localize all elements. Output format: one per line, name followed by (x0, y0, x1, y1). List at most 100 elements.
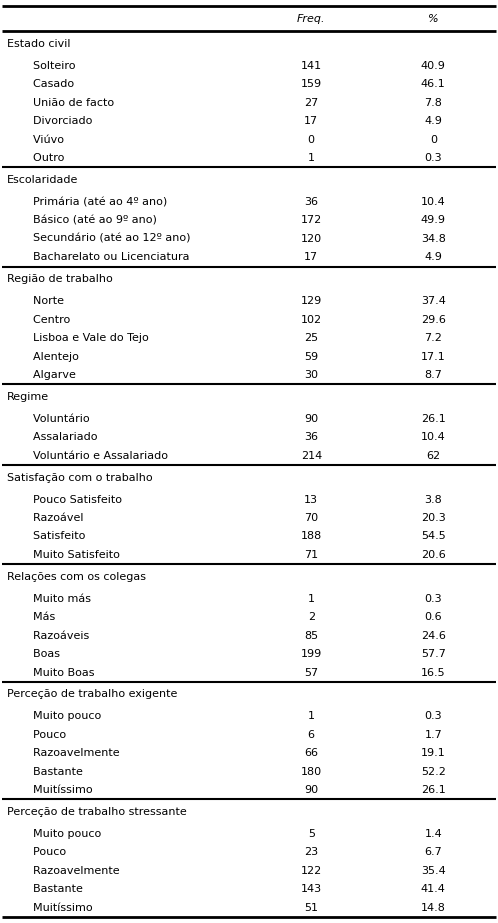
Text: Assalariado: Assalariado (19, 432, 98, 442)
Text: Lisboa e Vale do Tejo: Lisboa e Vale do Tejo (19, 333, 149, 343)
Text: 7.8: 7.8 (424, 98, 442, 108)
Text: 180: 180 (301, 767, 322, 776)
Text: Muito Boas: Muito Boas (19, 667, 95, 677)
Text: 52.2: 52.2 (421, 767, 446, 776)
Text: 5: 5 (308, 829, 315, 839)
Text: 14.8: 14.8 (421, 903, 446, 913)
Text: 4.9: 4.9 (424, 116, 442, 126)
Text: Perceção de trabalho stressante: Perceção de trabalho stressante (7, 807, 187, 817)
Text: 122: 122 (301, 866, 322, 876)
Text: Muito más: Muito más (19, 593, 91, 604)
Text: 7.2: 7.2 (424, 333, 442, 343)
Text: 26.1: 26.1 (421, 785, 446, 795)
Text: Razoáveis: Razoáveis (19, 630, 89, 641)
Text: Perceção de trabalho exigente: Perceção de trabalho exigente (7, 689, 177, 700)
Text: 36: 36 (304, 197, 318, 207)
Text: 40.9: 40.9 (421, 61, 446, 71)
Text: 0.6: 0.6 (424, 612, 442, 622)
Text: Norte: Norte (19, 296, 64, 306)
Text: 26.1: 26.1 (421, 414, 446, 424)
Text: 66: 66 (304, 749, 318, 759)
Text: 51: 51 (304, 903, 318, 913)
Text: Satisfação com o trabalho: Satisfação com o trabalho (7, 473, 152, 483)
Text: 34.8: 34.8 (421, 234, 446, 244)
Text: Voluntário e Assalariado: Voluntário e Assalariado (19, 450, 168, 461)
Text: Muito pouco: Muito pouco (19, 829, 101, 839)
Text: Muito pouco: Muito pouco (19, 712, 101, 722)
Text: 17.1: 17.1 (421, 352, 446, 362)
Text: 20.6: 20.6 (421, 550, 446, 560)
Text: 0.3: 0.3 (424, 593, 442, 604)
Text: Casado: Casado (19, 79, 74, 90)
Text: 70: 70 (304, 513, 318, 523)
Text: 1: 1 (308, 712, 315, 722)
Text: 214: 214 (301, 450, 322, 461)
Text: 71: 71 (304, 550, 318, 560)
Text: 90: 90 (304, 785, 318, 795)
Text: 27: 27 (304, 98, 318, 108)
Text: 19.1: 19.1 (421, 749, 446, 759)
Text: 13: 13 (304, 495, 318, 505)
Text: Centro: Centro (19, 315, 70, 325)
Text: Razoavelmente: Razoavelmente (19, 749, 120, 759)
Text: 54.5: 54.5 (421, 532, 446, 542)
Text: Regime: Regime (7, 392, 49, 402)
Text: 62: 62 (426, 450, 440, 461)
Text: 2: 2 (308, 612, 315, 622)
Text: Boas: Boas (19, 649, 60, 659)
Text: Pouco: Pouco (19, 847, 66, 857)
Text: Voluntário: Voluntário (19, 414, 90, 424)
Text: 143: 143 (301, 884, 322, 894)
Text: 1.4: 1.4 (424, 829, 442, 839)
Text: Solteiro: Solteiro (19, 61, 76, 71)
Text: 8.7: 8.7 (424, 370, 442, 380)
Text: 6: 6 (308, 730, 315, 740)
Text: 90: 90 (304, 414, 318, 424)
Text: 10.4: 10.4 (421, 197, 446, 207)
Text: Região de trabalho: Região de trabalho (7, 274, 113, 284)
Text: 172: 172 (301, 215, 322, 225)
Text: 17: 17 (304, 252, 318, 262)
Text: 37.4: 37.4 (421, 296, 446, 306)
Text: Muitíssimo: Muitíssimo (19, 785, 93, 795)
Text: 29.6: 29.6 (421, 315, 446, 325)
Text: 141: 141 (301, 61, 322, 71)
Text: 199: 199 (301, 649, 322, 659)
Text: 23: 23 (304, 847, 318, 857)
Text: 0: 0 (308, 135, 315, 145)
Text: 3.8: 3.8 (424, 495, 442, 505)
Text: Outro: Outro (19, 153, 64, 163)
Text: 57.7: 57.7 (421, 649, 446, 659)
Text: Razoável: Razoável (19, 513, 84, 523)
Text: Muito Satisfeito: Muito Satisfeito (19, 550, 120, 560)
Text: Divorciado: Divorciado (19, 116, 92, 126)
Text: Alentejo: Alentejo (19, 352, 79, 362)
Text: 20.3: 20.3 (421, 513, 446, 523)
Text: 59: 59 (304, 352, 318, 362)
Text: 30: 30 (304, 370, 318, 380)
Text: 0.3: 0.3 (424, 712, 442, 722)
Text: Secundário (até ao 12º ano): Secundário (até ao 12º ano) (19, 234, 190, 244)
Text: Bacharelato ou Licenciatura: Bacharelato ou Licenciatura (19, 252, 189, 262)
Text: Bastante: Bastante (19, 884, 83, 894)
Text: 1: 1 (308, 153, 315, 163)
Text: %: % (428, 14, 439, 24)
Text: Bastante: Bastante (19, 767, 83, 776)
Text: Escolaridade: Escolaridade (7, 175, 78, 186)
Text: Algarve: Algarve (19, 370, 76, 380)
Text: 35.4: 35.4 (421, 866, 446, 876)
Text: Satisfeito: Satisfeito (19, 532, 85, 542)
Text: Estado civil: Estado civil (7, 39, 71, 49)
Text: 16.5: 16.5 (421, 667, 446, 677)
Text: 102: 102 (301, 315, 322, 325)
Text: Más: Más (19, 612, 55, 622)
Text: Primária (até ao 4º ano): Primária (até ao 4º ano) (19, 197, 167, 207)
Text: 159: 159 (301, 79, 322, 90)
Text: União de facto: União de facto (19, 98, 114, 108)
Text: Razoavelmente: Razoavelmente (19, 866, 120, 876)
Text: 120: 120 (301, 234, 322, 244)
Text: 6.7: 6.7 (424, 847, 442, 857)
Text: 46.1: 46.1 (421, 79, 446, 90)
Text: 129: 129 (301, 296, 322, 306)
Text: 1: 1 (308, 593, 315, 604)
